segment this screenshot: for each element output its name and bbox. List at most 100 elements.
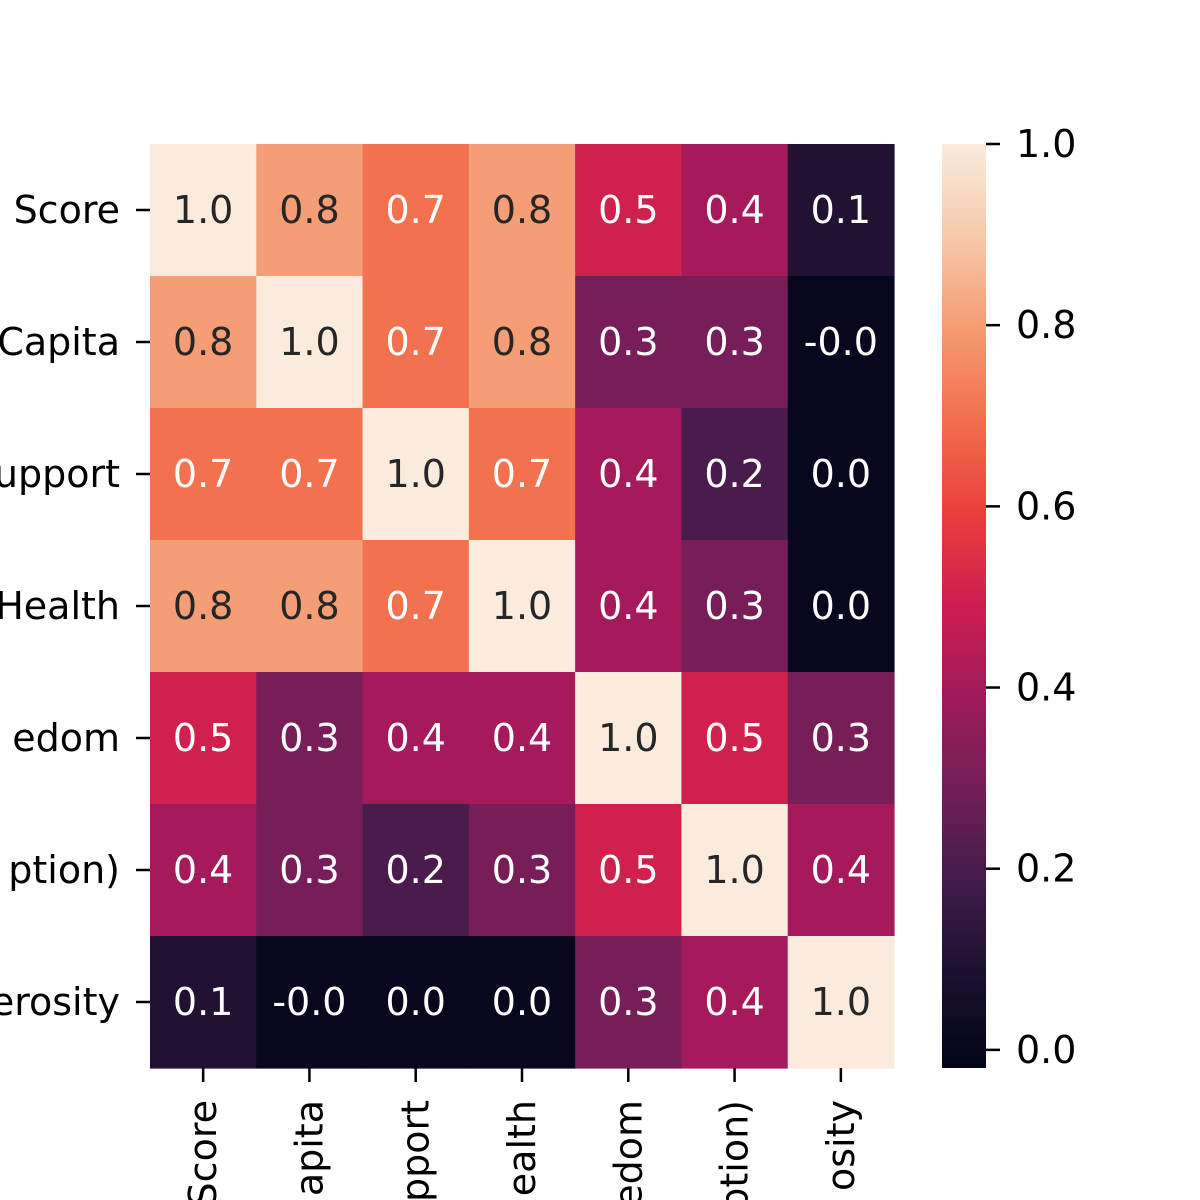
heatmap-cell <box>468 276 576 409</box>
cell-value-label: 0.7 <box>279 452 339 496</box>
cell-value-label: 0.4 <box>598 584 658 628</box>
heatmap-cell <box>362 276 470 409</box>
colorbar-tick-label: 0.2 <box>1016 847 1076 891</box>
heatmap-cell <box>681 672 789 805</box>
cell-value-label: 0.2 <box>704 452 764 496</box>
y-tick-label: edom <box>12 716 120 760</box>
heatmap-cell <box>787 144 895 277</box>
cell-value-label: 0.7 <box>385 188 445 232</box>
x-tick-label: ealth <box>500 1100 544 1196</box>
heatmap-cell <box>681 276 789 409</box>
cell-value-label: 0.5 <box>173 716 233 760</box>
heatmap-cell <box>150 408 257 541</box>
heatmap-cell <box>468 804 576 937</box>
heatmap-cell <box>150 144 257 277</box>
cell-value-label: 0.5 <box>704 716 764 760</box>
heatmap-cell <box>362 144 470 277</box>
heatmap-cell <box>150 672 257 805</box>
y-axis: Score Capita upport Health edom ption) erosity <box>0 188 150 1024</box>
x-tick-label: ption) <box>713 1100 757 1200</box>
x-tick-label: osity <box>819 1100 863 1191</box>
heatmap-cell <box>256 276 364 409</box>
heatmap-annotations: 1.0 0.8 0.7 0.8 0.5 0.4 0.10.8 1.0 0.7 0.8 0.3 0.3-… <box>173 188 878 1024</box>
heatmap-cell <box>468 936 576 1069</box>
cell-value-label: 0.7 <box>492 452 552 496</box>
heatmap-cell <box>681 408 789 541</box>
heatmap-cell <box>150 936 257 1069</box>
cell-value-label: 0.8 <box>279 584 339 628</box>
x-tick-label: Score <box>181 1100 225 1200</box>
cell-value-label: 0.3 <box>704 584 764 628</box>
x-tick-label: pport <box>394 1100 438 1200</box>
cell-value-label: 0.2 <box>385 848 445 892</box>
cell-value-label: 0.4 <box>704 980 764 1024</box>
heatmap-cell <box>150 540 257 673</box>
cell-value-label: 0.5 <box>598 188 658 232</box>
heatmap-cell <box>575 804 683 937</box>
heatmap-cell <box>681 540 789 673</box>
cell-value-label: 0.3 <box>811 716 871 760</box>
cell-value-label: 0.8 <box>279 188 339 232</box>
cell-value-label: 0.4 <box>385 716 445 760</box>
cell-value-label: 0.3 <box>704 320 764 364</box>
heatmap-cell <box>787 408 895 541</box>
cell-value-label: 1.0 <box>811 980 871 1024</box>
heatmap-cell <box>468 672 576 805</box>
heatmap-cell <box>468 540 576 673</box>
cell-value-label: 0.0 <box>385 980 445 1024</box>
cell-value-label: 0.8 <box>173 320 233 364</box>
cell-value-label: 1.0 <box>492 584 552 628</box>
heatmap-cell <box>787 804 895 937</box>
cell-value-label: 0.1 <box>173 980 233 1024</box>
heatmap-cell <box>575 936 683 1069</box>
heatmap-cell <box>362 936 470 1069</box>
cell-value-label: 0.3 <box>598 320 658 364</box>
cell-value-label: 0.4 <box>492 716 552 760</box>
heatmap-cell <box>575 276 683 409</box>
cell-value-label: 1.0 <box>704 848 764 892</box>
cell-value-label: -0.0 <box>272 980 346 1024</box>
colorbar-tick-label: 1.0 <box>1016 122 1076 166</box>
cell-value-label: 0.8 <box>173 584 233 628</box>
cell-value-label: 0.8 <box>492 188 552 232</box>
cell-value-label: 0.4 <box>598 452 658 496</box>
x-tick-label: edom <box>606 1100 650 1200</box>
heatmap-cell <box>362 804 470 937</box>
heatmap-cell <box>787 276 895 409</box>
y-tick-label: Capita <box>0 320 120 364</box>
heatmap-cell <box>787 540 895 673</box>
cell-value-label: 0.8 <box>492 320 552 364</box>
cell-value-label: 0.7 <box>385 320 445 364</box>
heatmap-cell <box>575 408 683 541</box>
y-tick-label: upport <box>0 452 120 496</box>
heatmap-cell <box>681 144 789 277</box>
x-tick-label: apita <box>287 1100 331 1196</box>
heatmap-cell <box>681 804 789 937</box>
heatmap-cell <box>256 936 364 1069</box>
colorbar: 0.0 0.2 0.4 0.6 0.8 1.0 <box>942 122 1076 1072</box>
heatmap-cell <box>362 540 470 673</box>
heatmap-cells <box>150 144 895 1069</box>
heatmap-cell <box>362 408 470 541</box>
cell-value-label: 1.0 <box>173 188 233 232</box>
colorbar-tick-label: 0.0 <box>1016 1028 1076 1072</box>
heatmap-cell <box>256 540 364 673</box>
cell-value-label: 1.0 <box>279 320 339 364</box>
heatmap-cell <box>150 276 257 409</box>
heatmap-cell <box>256 144 364 277</box>
y-tick-label: erosity <box>0 980 120 1024</box>
heatmap-cell <box>787 936 895 1069</box>
cell-value-label: -0.0 <box>804 320 878 364</box>
cell-value-label: 0.7 <box>385 584 445 628</box>
cell-value-label: 0.3 <box>492 848 552 892</box>
cell-value-label: 1.0 <box>385 452 445 496</box>
heatmap-cell <box>256 804 364 937</box>
heatmap-cell <box>575 144 683 277</box>
cell-value-label: 0.0 <box>492 980 552 1024</box>
cell-value-label: 0.1 <box>811 188 871 232</box>
cell-value-label: 0.4 <box>811 848 871 892</box>
cell-value-label: 0.0 <box>811 584 871 628</box>
cell-value-label: 0.4 <box>704 188 764 232</box>
heatmap-cell <box>575 672 683 805</box>
